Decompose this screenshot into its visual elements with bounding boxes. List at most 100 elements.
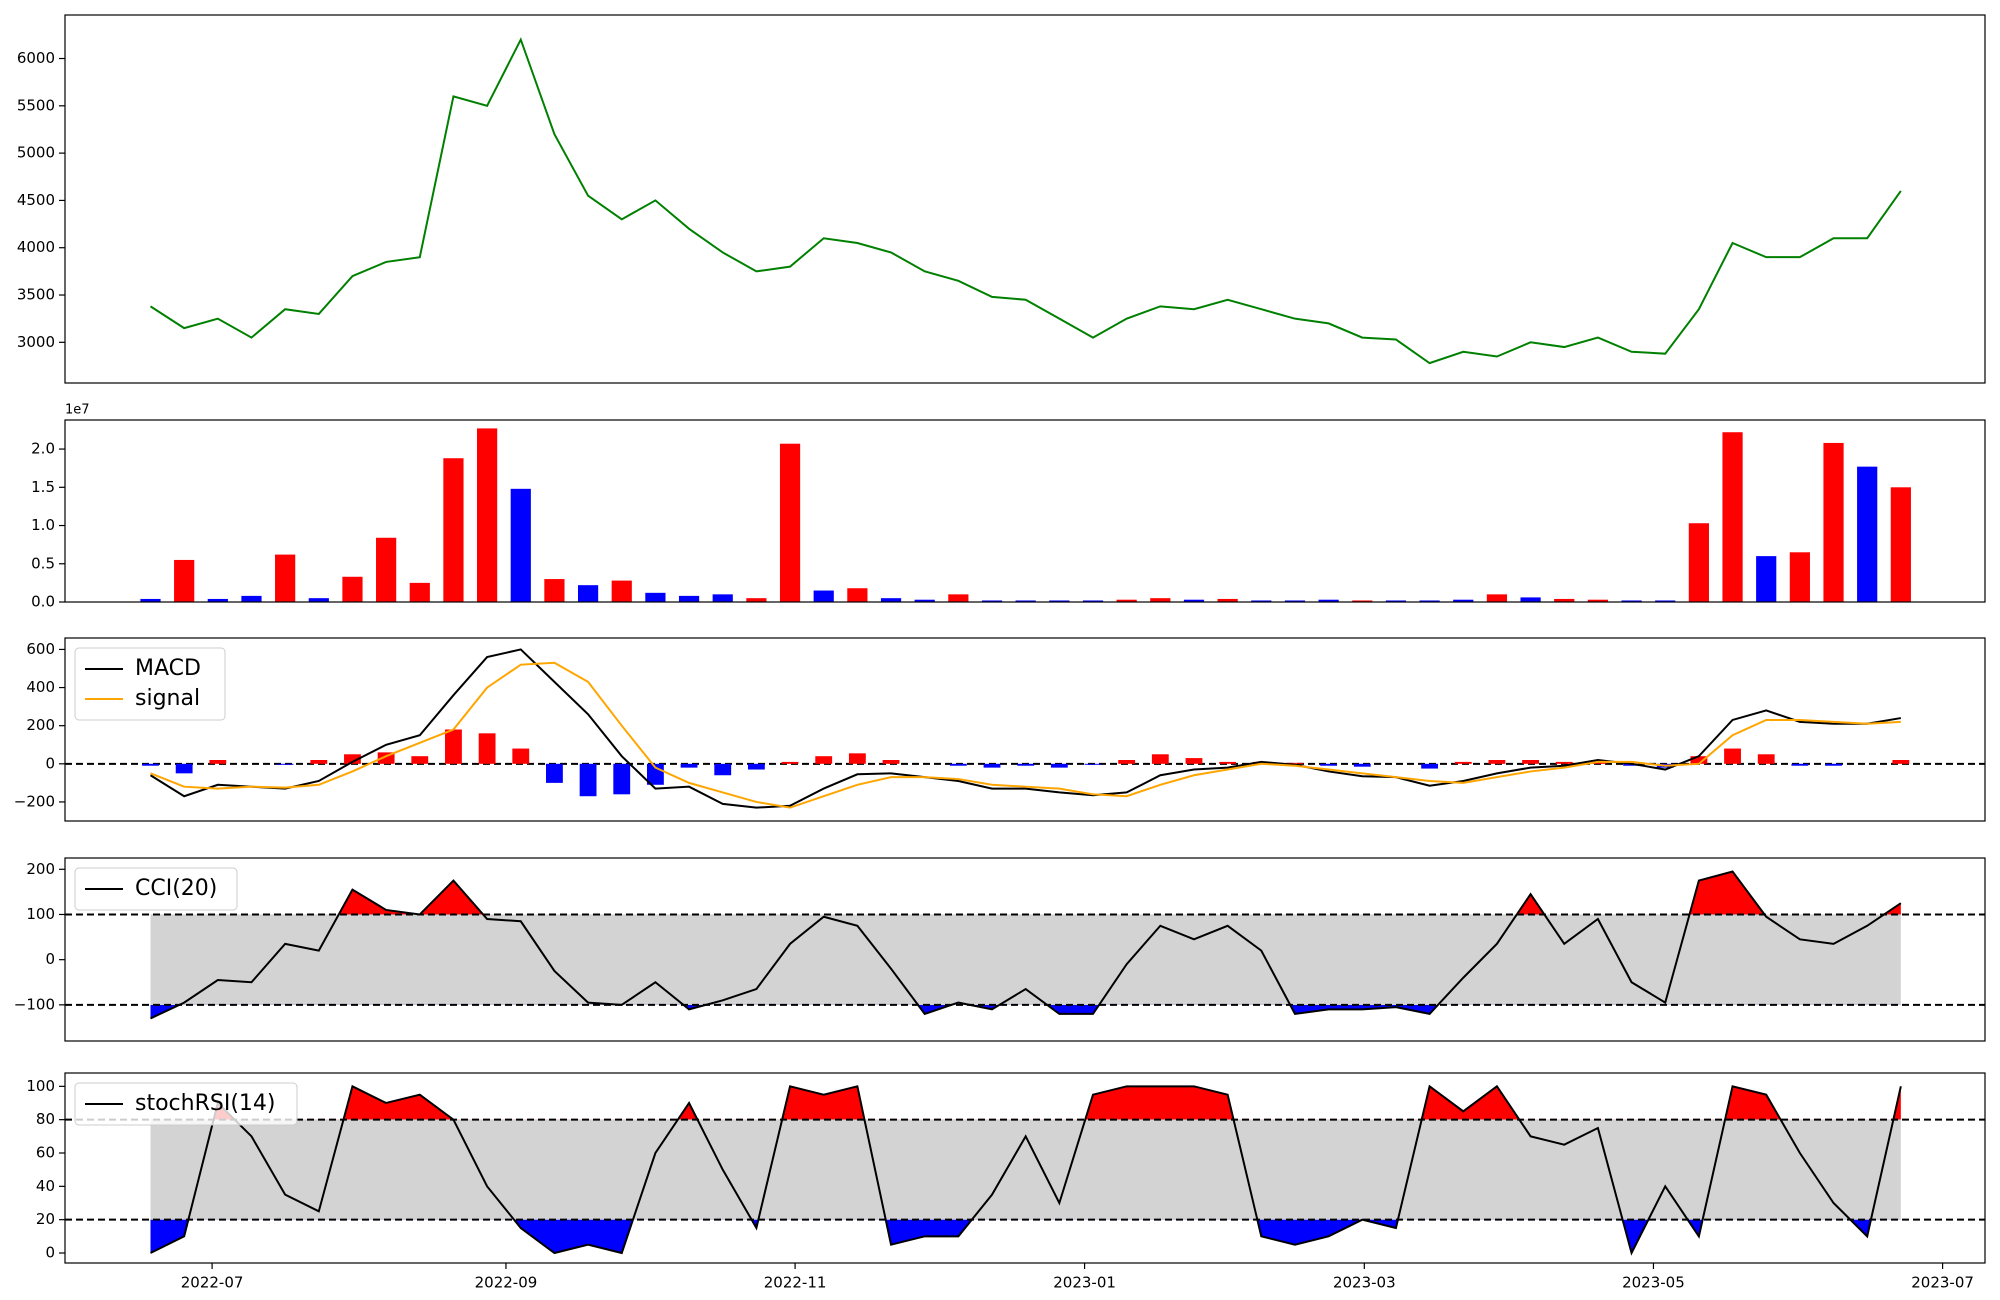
x-tick-label: 2023-07 (1911, 1274, 1974, 1292)
axes-frame (64, 419, 1986, 603)
axes-frame (64, 637, 1986, 822)
y-tick-label: 0.0 (31, 593, 55, 611)
axes-frame (64, 857, 1986, 1042)
neutral-band (150, 914, 1901, 1005)
x-tick-label: 2022-11 (764, 1274, 827, 1292)
volume-bar (813, 590, 834, 602)
volume-bar (443, 458, 464, 602)
volume-bar (174, 559, 195, 602)
volume-bar (1722, 432, 1743, 602)
legend-label: CCI(20) (135, 876, 217, 901)
volume-bar (1217, 598, 1238, 602)
volume-bar (1486, 594, 1508, 602)
overbought-fill (338, 871, 1901, 915)
x-tick-label: 2023-01 (1053, 1274, 1116, 1292)
legend-box (74, 1082, 298, 1126)
y-tick-label: 40 (36, 1177, 55, 1195)
histogram-bar (882, 760, 900, 764)
volume-bar (1789, 552, 1810, 602)
y-tick-label: 0.5 (31, 554, 55, 572)
series-line (149, 37, 1902, 365)
histogram-bar (680, 763, 698, 768)
y-tick-label: 1.0 (31, 516, 55, 534)
histogram-bar (1488, 760, 1506, 764)
histogram-bar (1353, 763, 1371, 767)
panel (140, 428, 1911, 602)
histogram-bar (1724, 748, 1741, 764)
legend-box (74, 867, 238, 911)
y-tick-label: 0 (45, 754, 55, 772)
histogram-bar (1825, 763, 1842, 766)
histogram-bar (1690, 756, 1708, 764)
y-tick-label: 400 (26, 678, 55, 696)
y-tick-label: 60 (36, 1144, 55, 1162)
x-tick-label: 2023-05 (1622, 1274, 1685, 1292)
volume-bar (1655, 600, 1676, 602)
series-line (149, 648, 1902, 809)
histogram-bar (1017, 763, 1035, 766)
volume-bar (880, 598, 902, 602)
histogram-bar (1454, 761, 1472, 764)
histogram-bar (310, 760, 328, 764)
volume-bar (779, 443, 801, 602)
histogram-bar (1118, 760, 1136, 764)
histogram-bar (209, 760, 227, 764)
y-tick-label: 100 (26, 1077, 55, 1095)
volume-bar (1082, 600, 1104, 602)
volume-bar (1419, 600, 1440, 602)
volume-bar (746, 598, 767, 602)
histogram-bar (815, 756, 833, 764)
volume-bar (611, 580, 632, 602)
volume-bar (477, 428, 498, 602)
y-tick-label: −200 (14, 792, 55, 810)
histogram-bar (714, 763, 732, 776)
histogram-bar (142, 763, 159, 766)
x-tick-label: 2022-07 (181, 1274, 244, 1292)
offset-text: 1e7 (65, 403, 90, 418)
volume-bar (981, 600, 1003, 602)
histogram-bar (848, 753, 866, 764)
histogram-bar (579, 763, 597, 797)
series-line (150, 1084, 1902, 1256)
histogram-bar (546, 763, 563, 783)
y-tick-label: 200 (26, 860, 55, 878)
histogram-bar (1757, 754, 1775, 764)
y-tick-label: 0 (45, 950, 55, 968)
y-tick-label: 4500 (17, 191, 55, 209)
y-tick-label: 600 (26, 640, 55, 658)
histogram-bar (1050, 763, 1068, 768)
y-tick-label: 20 (36, 1210, 55, 1228)
volume-bar (342, 576, 363, 602)
y-tick-label: 200 (26, 716, 55, 734)
histogram-bar (175, 763, 193, 774)
volume-bar (1352, 600, 1373, 602)
y-tick-label: 0 (45, 1244, 55, 1262)
y-tick-label: 3000 (17, 333, 55, 351)
volume-bar (645, 592, 666, 602)
histogram-bar (613, 763, 631, 795)
y-tick-label: 2.0 (31, 440, 55, 458)
x-tick-label: 2023-03 (1333, 1274, 1396, 1292)
volume-bar (1318, 599, 1339, 602)
series-line (150, 870, 1902, 1020)
histogram-bar (1320, 763, 1338, 766)
histogram-bar (1522, 760, 1539, 764)
volume-bar (1823, 442, 1844, 602)
histogram-bar (512, 748, 530, 764)
volume-bar (544, 579, 565, 602)
y-tick-label: 6000 (17, 49, 55, 67)
y-tick-label: 1.5 (31, 478, 55, 496)
y-tick-label: 3500 (17, 286, 55, 304)
volume-bar (1890, 487, 1911, 602)
y-tick-label: 4000 (17, 238, 55, 256)
panel (65, 1084, 1985, 1256)
histogram-bar (1791, 763, 1809, 766)
series-line (150, 661, 1901, 809)
volume-bar (409, 582, 430, 602)
volume-bar (1183, 599, 1205, 602)
volume-bar (140, 598, 161, 602)
x-tick-label: 2022-09 (475, 1274, 538, 1292)
panel (65, 870, 1985, 1020)
histogram-bar (983, 763, 1001, 768)
y-tick-label: 80 (36, 1110, 55, 1128)
